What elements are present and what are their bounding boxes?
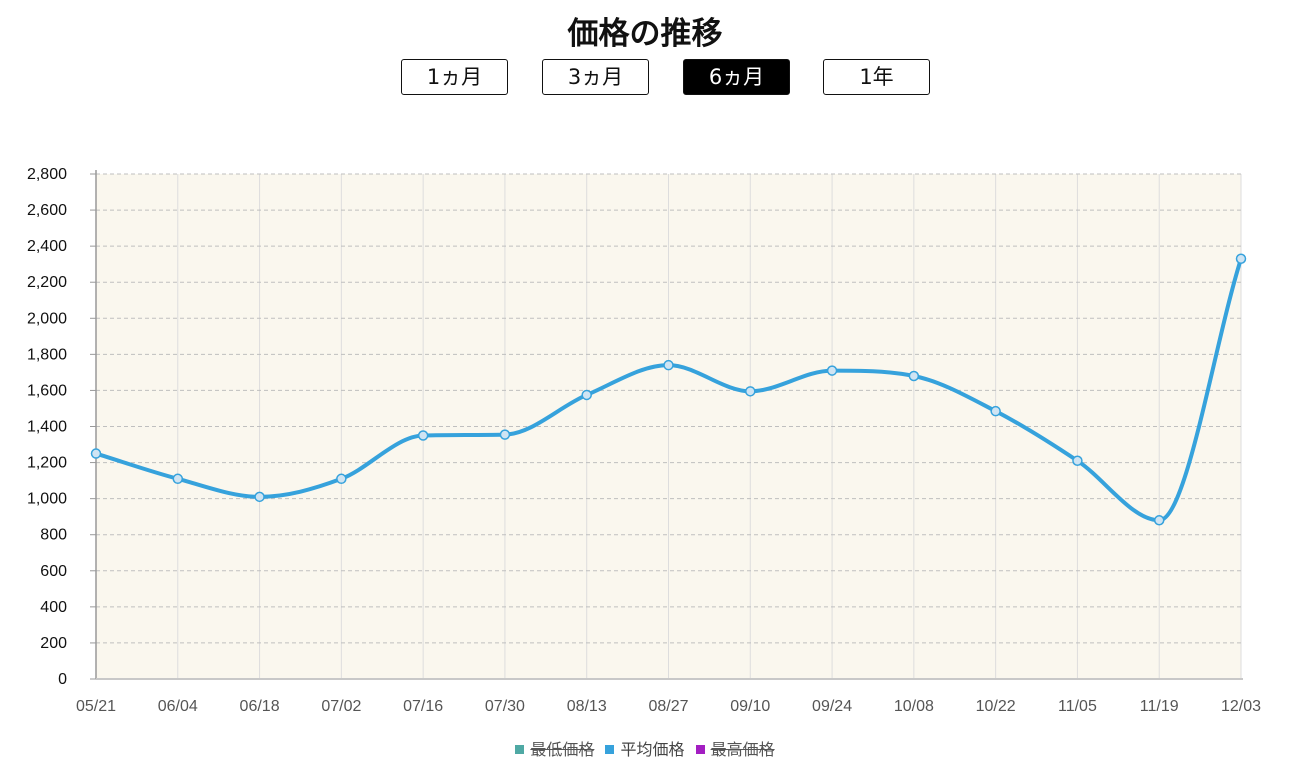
x-tick-label: 06/04	[158, 698, 198, 715]
y-tick-label: 2,000	[27, 310, 67, 327]
chart-title: 価格の推移	[567, 16, 723, 52]
data-point[interactable]	[172, 473, 184, 485]
legend-swatch-avg-price	[605, 745, 615, 754]
x-tick-label: 10/08	[894, 698, 934, 715]
range-selector: 1ヵ月 3ヵ月 6ヵ月 1年	[401, 59, 933, 97]
y-tick-label: 800	[40, 527, 67, 544]
data-point[interactable]	[336, 473, 347, 485]
y-tick-label: 1,800	[27, 346, 67, 363]
x-tick-label: 10/22	[976, 698, 1016, 715]
legend-swatch-max-price	[695, 745, 705, 754]
x-tick-label: 05/21	[76, 698, 116, 715]
legend-swatch-min-price	[515, 745, 525, 754]
x-tick-label: 11/05	[1058, 698, 1097, 715]
x-tick-label: 08/27	[648, 698, 688, 715]
y-tick-label: 1,400	[27, 419, 67, 436]
data-point[interactable]	[417, 430, 429, 441]
data-point[interactable]	[581, 389, 592, 401]
x-tick-label: 07/30	[485, 698, 525, 715]
legend-item-min-price[interactable]: 最低価格	[515, 736, 594, 760]
price-line-chart: 0 200 400 600 800 1,000 1,200 1,400 1,600 1,800 2,…	[27, 166, 1261, 715]
y-tick-label: 2,200	[27, 274, 67, 291]
y-tick-label: 2,400	[27, 238, 67, 255]
y-tick-label: 2,600	[27, 202, 67, 219]
data-point[interactable]	[663, 359, 674, 371]
series-line-avg-price	[94, 256, 1243, 523]
y-tick-label: 1,600	[27, 382, 67, 399]
data-point[interactable]	[254, 491, 265, 503]
data-point[interactable]	[908, 370, 920, 382]
range-button-3-months[interactable]: 3ヵ月	[542, 59, 649, 95]
chart-legend: 最低価格 平均価格 最高価格	[0, 736, 1290, 760]
data-point[interactable]	[1072, 455, 1083, 467]
data-point[interactable]	[499, 429, 511, 440]
range-button-6-months[interactable]: 6ヵ月	[683, 59, 790, 95]
x-tick-label: 07/16	[403, 698, 443, 715]
y-tick-label: 1,000	[27, 491, 67, 508]
y-tick-label: 0	[58, 671, 67, 688]
legend-item-avg-price[interactable]: 平均価格	[605, 736, 685, 760]
legend-item-max-price[interactable]: 最高価格	[695, 736, 775, 760]
x-tick-label: 12/03	[1221, 698, 1261, 715]
legend-label-max-price: 最高価格	[710, 740, 775, 759]
y-tick-label: 200	[40, 635, 67, 652]
x-tick-label: 11/19	[1140, 698, 1179, 715]
data-point[interactable]	[990, 405, 1001, 417]
legend-label-avg-price: 平均価格	[620, 740, 685, 759]
data-point[interactable]	[826, 365, 838, 376]
y-tick-label: 400	[40, 599, 67, 616]
legend-label-min-price: 最低価格	[530, 740, 595, 759]
data-point[interactable]	[1153, 515, 1165, 526]
x-tick-label: 07/02	[321, 698, 361, 715]
data-point[interactable]	[1235, 253, 1247, 265]
x-tick-label: 09/24	[812, 698, 852, 715]
x-tick-label: 06/18	[240, 698, 280, 715]
range-button-1-month[interactable]: 1ヵ月	[401, 59, 508, 95]
y-tick-label: 1,200	[27, 455, 67, 472]
y-tick-label: 600	[40, 563, 67, 580]
range-button-1-year[interactable]: 1年	[823, 59, 930, 95]
x-tick-label: 08/13	[567, 698, 607, 715]
y-tick-label: 2,800	[27, 166, 67, 183]
x-tick-label: 09/10	[730, 698, 770, 715]
data-point[interactable]	[90, 448, 102, 459]
data-point[interactable]	[745, 386, 756, 397]
